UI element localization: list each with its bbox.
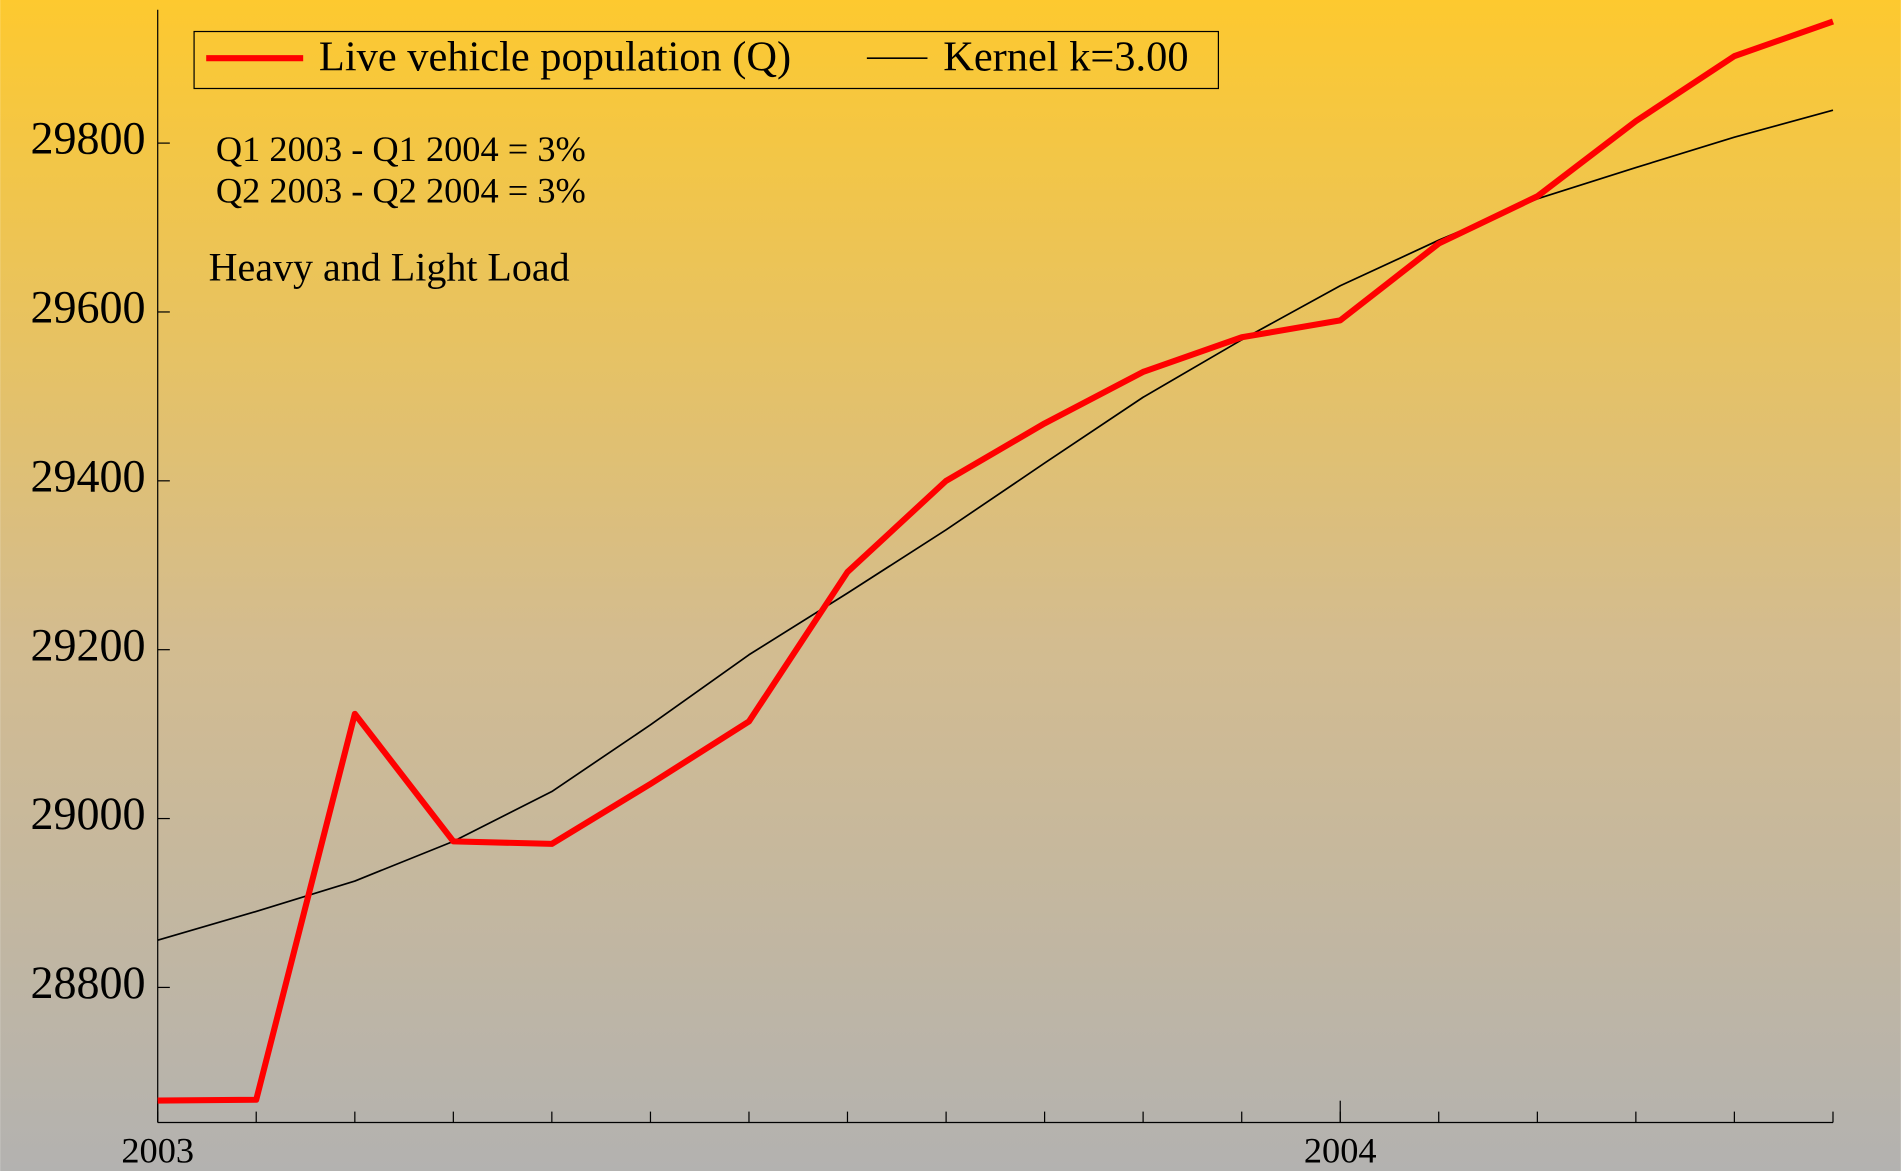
legend-label: Kernel k=3.00 [943,33,1188,80]
legend-box [193,30,1220,90]
x-tick-label: 2003 [121,1130,194,1170]
y-tick-label: 29600 [30,282,145,333]
y-tick-label: 29800 [30,113,145,164]
series-line [157,18,1834,1104]
y-tick-label: 29200 [30,619,145,670]
annotation: Q1 2003 - Q1 2004 = 3% [216,129,586,169]
y-tick-label: 28800 [30,957,145,1008]
y-tick-label: 29000 [30,788,145,839]
annotation: Q2 2003 - Q2 2004 = 3% [216,170,586,210]
annotation: Heavy and Light Load [209,245,570,290]
y-tick-label: 29400 [30,450,145,501]
series-line [157,109,1834,941]
legend-label: Live vehicle population (Q) [319,33,791,80]
x-tick-label: 2004 [1304,1130,1377,1170]
